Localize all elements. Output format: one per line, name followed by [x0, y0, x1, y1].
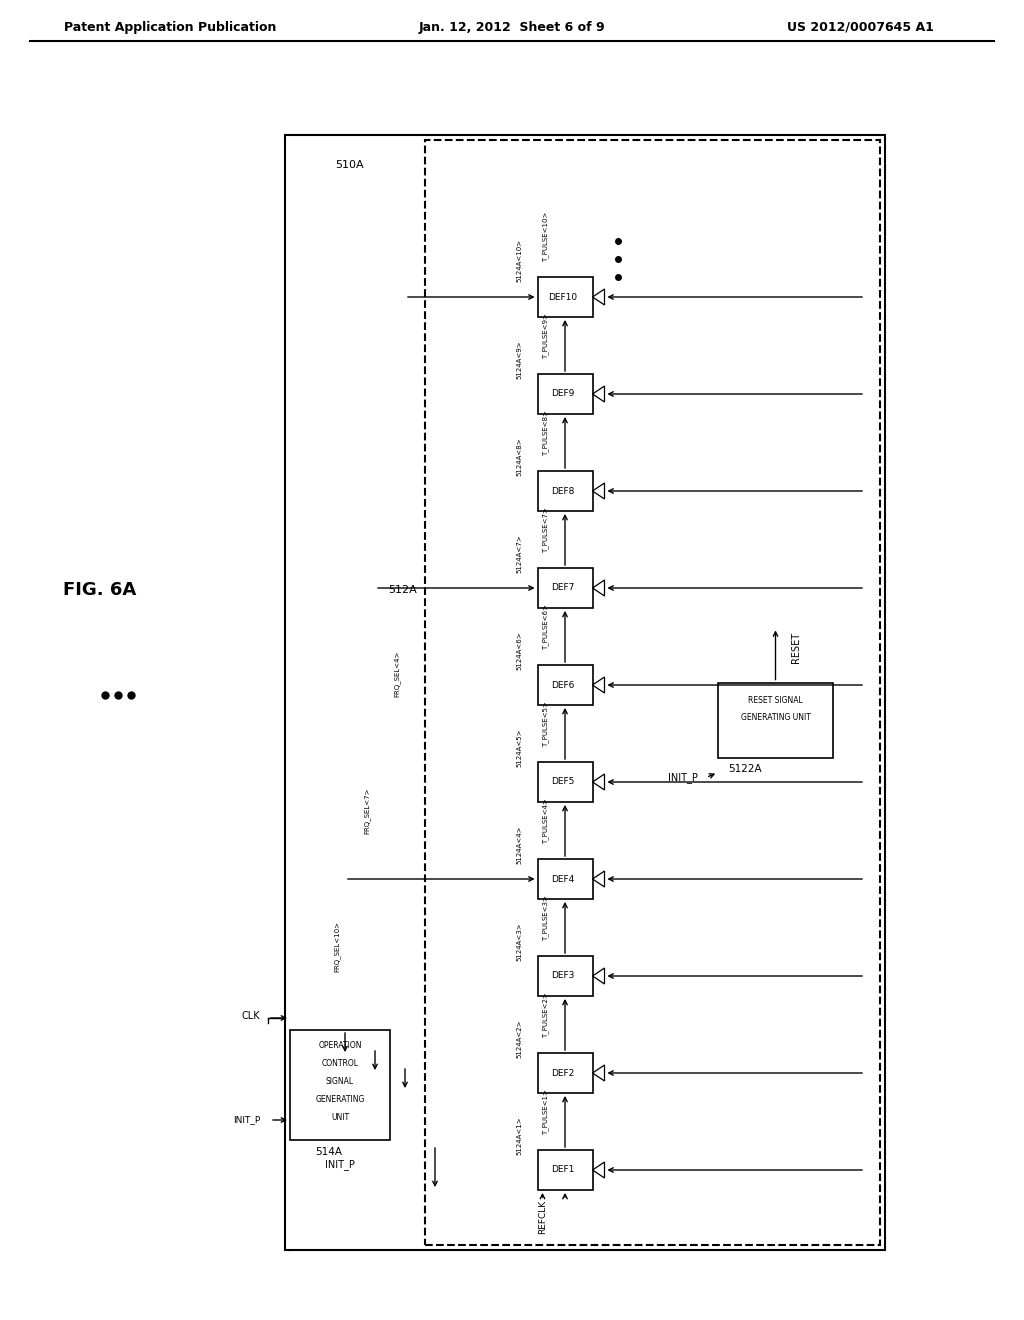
- Text: 5124A<1>: 5124A<1>: [516, 1117, 522, 1155]
- Text: 5124A<6>: 5124A<6>: [516, 631, 522, 671]
- Text: DEF6: DEF6: [551, 681, 574, 689]
- Text: 5124A<2>: 5124A<2>: [516, 1019, 522, 1059]
- Bar: [538, 1150, 593, 1191]
- Text: 5124A<8>: 5124A<8>: [516, 437, 522, 477]
- Text: DEF7: DEF7: [551, 583, 574, 593]
- Text: US 2012/0007645 A1: US 2012/0007645 A1: [786, 21, 934, 33]
- Text: 5124A<3>: 5124A<3>: [516, 923, 522, 961]
- Text: INIT_P: INIT_P: [232, 1115, 260, 1125]
- Text: DEF5: DEF5: [551, 777, 574, 787]
- Text: T_PULSE<9>: T_PULSE<9>: [542, 313, 549, 359]
- Text: DEF4: DEF4: [551, 874, 574, 883]
- Text: 5124A<10>: 5124A<10>: [516, 239, 522, 282]
- Bar: [538, 859, 593, 899]
- Bar: [285, 135, 885, 1250]
- Text: DEF2: DEF2: [551, 1068, 574, 1077]
- Text: T_PULSE<2>: T_PULSE<2>: [542, 993, 549, 1038]
- Bar: [538, 471, 593, 511]
- Text: OPERATION: OPERATION: [318, 1040, 361, 1049]
- Text: FRQ_SEL<10>: FRQ_SEL<10>: [334, 921, 340, 973]
- Text: FRQ_SEL<4>: FRQ_SEL<4>: [393, 651, 400, 697]
- Bar: [538, 374, 593, 414]
- Text: RESET: RESET: [791, 632, 801, 663]
- Text: CONTROL: CONTROL: [322, 1059, 358, 1068]
- Text: FIG. 6A: FIG. 6A: [63, 581, 136, 599]
- Text: T_PULSE<1>: T_PULSE<1>: [542, 1089, 549, 1135]
- Text: T_PULSE<8>: T_PULSE<8>: [542, 411, 549, 455]
- Text: 5124A<9>: 5124A<9>: [516, 341, 522, 379]
- Text: 5124A<4>: 5124A<4>: [516, 825, 522, 865]
- Text: REFCLK: REFCLK: [538, 1200, 547, 1234]
- Text: T_PULSE<4>: T_PULSE<4>: [542, 799, 549, 843]
- Text: 512A: 512A: [388, 585, 417, 595]
- Text: T_PULSE<6>: T_PULSE<6>: [542, 605, 549, 649]
- Text: 514A: 514A: [315, 1147, 342, 1158]
- Text: SIGNAL: SIGNAL: [326, 1077, 354, 1085]
- Text: INIT_P: INIT_P: [668, 772, 698, 783]
- Text: Jan. 12, 2012  Sheet 6 of 9: Jan. 12, 2012 Sheet 6 of 9: [419, 21, 605, 33]
- Text: FRQ_SEL<7>: FRQ_SEL<7>: [364, 787, 371, 834]
- Text: 5124A<5>: 5124A<5>: [516, 729, 522, 767]
- Text: GENERATING UNIT: GENERATING UNIT: [740, 713, 810, 722]
- Text: 5124A<7>: 5124A<7>: [516, 535, 522, 573]
- Bar: [538, 277, 593, 317]
- Bar: [538, 956, 593, 997]
- Bar: [538, 665, 593, 705]
- Text: DEF3: DEF3: [551, 972, 574, 981]
- Text: DEF9: DEF9: [551, 389, 574, 399]
- Text: T_PULSE<3>: T_PULSE<3>: [542, 895, 549, 941]
- Bar: [425, 140, 880, 1245]
- Text: UNIT: UNIT: [331, 1113, 349, 1122]
- Text: T_PULSE<5>: T_PULSE<5>: [542, 701, 549, 747]
- Text: T_PULSE<10>: T_PULSE<10>: [542, 211, 549, 261]
- Bar: [718, 682, 833, 758]
- Text: INIT_P: INIT_P: [325, 1159, 355, 1171]
- Text: CLK: CLK: [242, 1011, 260, 1020]
- Text: T_PULSE<7>: T_PULSE<7>: [542, 507, 549, 553]
- Text: 5122A: 5122A: [728, 764, 762, 775]
- Text: Patent Application Publication: Patent Application Publication: [63, 21, 276, 33]
- Bar: [538, 1053, 593, 1093]
- Text: RESET SIGNAL: RESET SIGNAL: [749, 696, 803, 705]
- Bar: [290, 1030, 390, 1140]
- Text: 510A: 510A: [335, 160, 364, 170]
- Text: DEF10: DEF10: [549, 293, 578, 301]
- Bar: [538, 762, 593, 803]
- Bar: [538, 568, 593, 609]
- Text: DEF8: DEF8: [551, 487, 574, 495]
- Text: GENERATING: GENERATING: [315, 1094, 365, 1104]
- Text: DEF1: DEF1: [551, 1166, 574, 1175]
